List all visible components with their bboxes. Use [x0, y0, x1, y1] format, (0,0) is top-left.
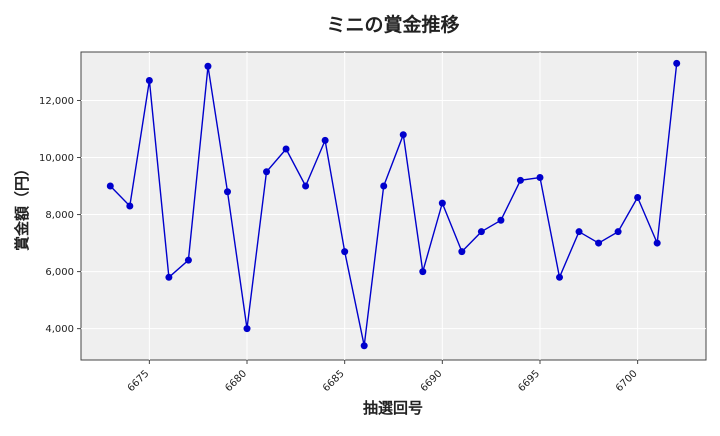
data-point: [673, 59, 681, 67]
data-point: [575, 228, 583, 236]
plot-area: [80, 51, 707, 361]
x-tick-label: 6685: [321, 368, 347, 394]
data-point: [223, 188, 231, 196]
data-point: [145, 77, 153, 85]
data-point: [321, 136, 329, 144]
x-tick-label: 6675: [126, 368, 152, 394]
x-tick-label: 6700: [614, 368, 640, 394]
y-tick-label: 10,000: [39, 153, 74, 164]
data-point: [106, 182, 114, 190]
x-tick-label: 6680: [223, 368, 249, 394]
data-point: [497, 216, 505, 224]
x-tick-label: 6695: [516, 368, 542, 394]
data-point: [419, 268, 427, 276]
data-point: [243, 325, 251, 333]
data-point: [634, 193, 642, 201]
data-point: [399, 131, 407, 139]
series-layer: [106, 59, 681, 350]
data-point: [458, 248, 466, 256]
data-point: [302, 182, 310, 190]
grid-lines: [81, 52, 706, 360]
data-point: [165, 273, 173, 281]
data-point: [614, 228, 622, 236]
x-axis-label: 抽選回号: [363, 399, 423, 417]
y-tick-label: 12,000: [39, 96, 74, 107]
data-point: [380, 182, 388, 190]
y-axis-label: 賞金額（円）: [13, 161, 31, 251]
data-point: [282, 145, 290, 153]
data-point: [556, 273, 564, 281]
series-line: [109, 63, 678, 346]
y-tick-label: 6,000: [45, 267, 74, 278]
data-point: [477, 228, 485, 236]
data-point: [516, 176, 524, 184]
data-point: [263, 168, 271, 176]
data-point: [204, 62, 212, 70]
data-point: [653, 239, 661, 247]
data-point: [536, 173, 544, 181]
data-point: [341, 248, 349, 256]
y-tick-label: 8,000: [45, 210, 74, 221]
data-point: [184, 256, 192, 264]
data-point: [360, 342, 368, 350]
y-tick-label: 4,000: [45, 324, 74, 335]
data-point: [126, 202, 134, 210]
x-tick-label: 6690: [419, 368, 445, 394]
chart-title: ミニの賞金推移: [326, 13, 459, 36]
data-point: [438, 199, 446, 207]
data-point: [595, 239, 603, 247]
